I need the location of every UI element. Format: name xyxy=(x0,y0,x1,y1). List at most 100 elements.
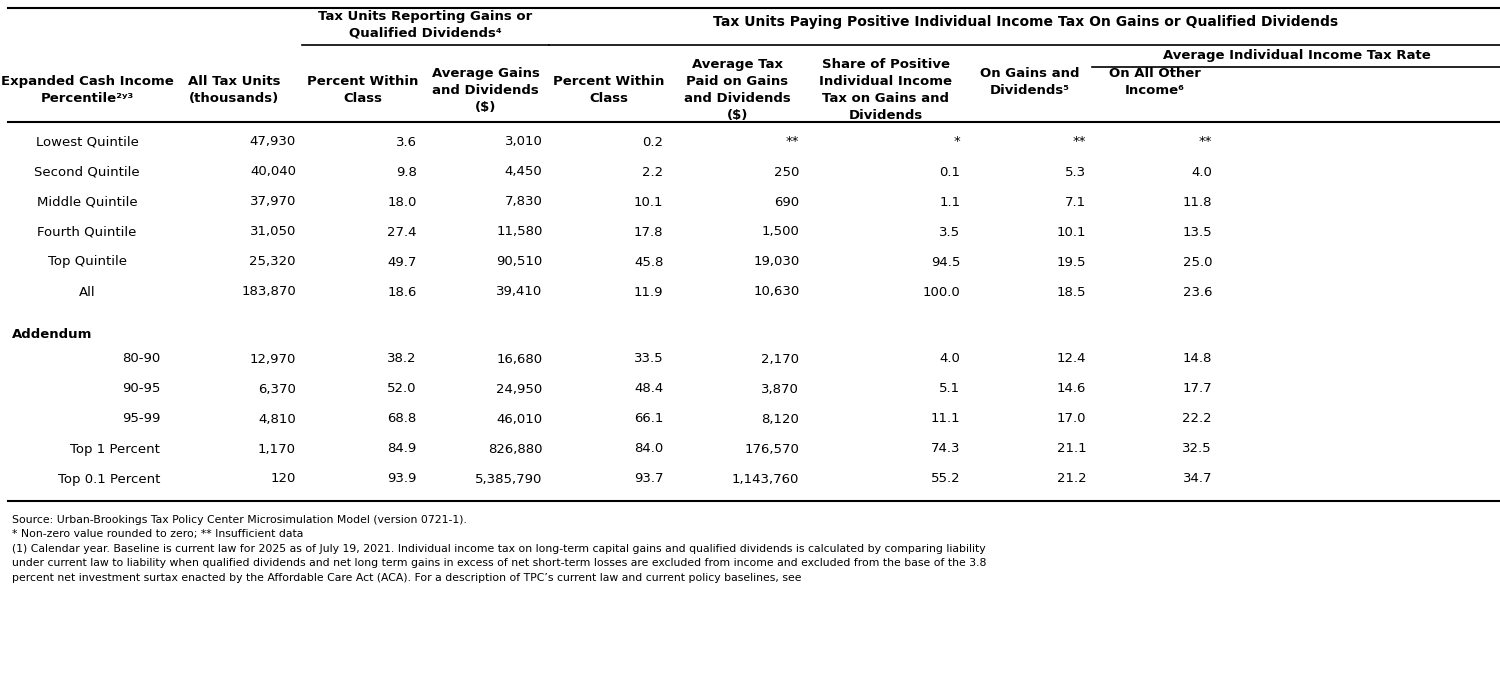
Text: 690: 690 xyxy=(774,195,800,209)
Text: 13.5: 13.5 xyxy=(1182,225,1212,239)
Text: 22.2: 22.2 xyxy=(1182,412,1212,426)
Text: 55.2: 55.2 xyxy=(932,473,960,486)
Text: 34.7: 34.7 xyxy=(1182,473,1212,486)
Text: 95-99: 95-99 xyxy=(122,412,160,426)
Text: 49.7: 49.7 xyxy=(387,256,417,269)
Text: 27.4: 27.4 xyxy=(387,225,417,239)
Text: 18.6: 18.6 xyxy=(387,286,417,298)
Text: All: All xyxy=(80,286,96,298)
Text: 9.8: 9.8 xyxy=(396,165,417,178)
Text: 120: 120 xyxy=(270,473,296,486)
Text: Top 0.1 Percent: Top 0.1 Percent xyxy=(57,473,160,486)
Text: Top Quintile: Top Quintile xyxy=(48,256,126,269)
Text: 4.0: 4.0 xyxy=(939,353,960,365)
Text: 84.0: 84.0 xyxy=(634,442,663,456)
Text: Expanded Cash Income
Percentile²ʸ³: Expanded Cash Income Percentile²ʸ³ xyxy=(0,75,174,105)
Text: 17.7: 17.7 xyxy=(1182,382,1212,396)
Text: Source: Urban-Brookings Tax Policy Center Microsimulation Model (version 0721-1): Source: Urban-Brookings Tax Policy Cente… xyxy=(12,515,466,525)
Text: 21.2: 21.2 xyxy=(1056,473,1086,486)
Text: 19.5: 19.5 xyxy=(1056,256,1086,269)
Text: 12,970: 12,970 xyxy=(249,353,296,365)
Text: Top 1 Percent: Top 1 Percent xyxy=(70,442,160,456)
Text: 8,120: 8,120 xyxy=(762,412,800,426)
Text: *: * xyxy=(954,136,960,148)
Text: Lowest Quintile: Lowest Quintile xyxy=(36,136,138,148)
Text: Average Gains
and Dividends
($): Average Gains and Dividends ($) xyxy=(432,66,540,113)
Text: 23.6: 23.6 xyxy=(1182,286,1212,298)
Text: 5.3: 5.3 xyxy=(1065,165,1086,178)
Text: 21.1: 21.1 xyxy=(1056,442,1086,456)
Text: 1,170: 1,170 xyxy=(258,442,296,456)
Text: Tax Units Reporting Gains or
Qualified Dividends⁴: Tax Units Reporting Gains or Qualified D… xyxy=(318,10,532,40)
Text: 3,870: 3,870 xyxy=(762,382,800,396)
Text: 24,950: 24,950 xyxy=(496,382,543,396)
Text: 4,810: 4,810 xyxy=(258,412,296,426)
Text: Average Tax
Paid on Gains
and Dividends
($): Average Tax Paid on Gains and Dividends … xyxy=(684,58,790,122)
Text: percent net investment surtax enacted by the Affordable Care Act (ACA). For a de: percent net investment surtax enacted by… xyxy=(12,573,801,583)
Text: 17.8: 17.8 xyxy=(634,225,663,239)
Text: 5.1: 5.1 xyxy=(939,382,960,396)
Text: 826,880: 826,880 xyxy=(488,442,543,456)
Text: 46,010: 46,010 xyxy=(496,412,543,426)
Text: 10.1: 10.1 xyxy=(1056,225,1086,239)
Text: **: ** xyxy=(786,136,800,148)
Text: Second Quintile: Second Quintile xyxy=(34,165,140,178)
Text: 18.0: 18.0 xyxy=(387,195,417,209)
Text: 38.2: 38.2 xyxy=(387,353,417,365)
Text: 5,385,790: 5,385,790 xyxy=(476,473,543,486)
Text: 45.8: 45.8 xyxy=(634,256,663,269)
Text: 48.4: 48.4 xyxy=(634,382,663,396)
Text: 4,450: 4,450 xyxy=(506,165,543,178)
Text: On Gains and
Dividends⁵: On Gains and Dividends⁵ xyxy=(980,67,1078,97)
Text: 10,630: 10,630 xyxy=(753,286,800,298)
Text: 39,410: 39,410 xyxy=(496,286,543,298)
Text: Middle Quintile: Middle Quintile xyxy=(38,195,138,209)
Text: 68.8: 68.8 xyxy=(387,412,417,426)
Text: 32.5: 32.5 xyxy=(1182,442,1212,456)
Text: 1,143,760: 1,143,760 xyxy=(732,473,800,486)
Text: 7.1: 7.1 xyxy=(1065,195,1086,209)
Text: 176,570: 176,570 xyxy=(744,442,800,456)
Text: 40,040: 40,040 xyxy=(251,165,296,178)
Text: 0.2: 0.2 xyxy=(642,136,663,148)
Text: All Tax Units
(thousands): All Tax Units (thousands) xyxy=(188,75,280,105)
Text: 16,680: 16,680 xyxy=(496,353,543,365)
Text: Percent Within
Class: Percent Within Class xyxy=(554,75,664,105)
Text: 6,370: 6,370 xyxy=(258,382,296,396)
Text: **: ** xyxy=(1072,136,1086,148)
Text: 3.6: 3.6 xyxy=(396,136,417,148)
Text: 2.2: 2.2 xyxy=(642,165,663,178)
Text: 2,170: 2,170 xyxy=(762,353,800,365)
Text: 17.0: 17.0 xyxy=(1056,412,1086,426)
Text: 80-90: 80-90 xyxy=(122,353,160,365)
Text: under current law to liability when qualified dividends and net long term gains : under current law to liability when qual… xyxy=(12,559,987,568)
Text: * Non-zero value rounded to zero; ** Insufficient data: * Non-zero value rounded to zero; ** Ins… xyxy=(12,529,303,540)
Text: Share of Positive
Individual Income
Tax on Gains and
Dividends: Share of Positive Individual Income Tax … xyxy=(819,58,952,122)
Text: 14.6: 14.6 xyxy=(1058,382,1086,396)
Text: 52.0: 52.0 xyxy=(387,382,417,396)
Text: 7,830: 7,830 xyxy=(504,195,543,209)
Text: 11.1: 11.1 xyxy=(932,412,960,426)
Text: 94.5: 94.5 xyxy=(932,256,960,269)
Text: 4.0: 4.0 xyxy=(1191,165,1212,178)
Text: (1) Calendar year. Baseline is current law for 2025 as of July 19, 2021. Individ: (1) Calendar year. Baseline is current l… xyxy=(12,544,986,554)
Text: 183,870: 183,870 xyxy=(242,286,296,298)
Text: 10.1: 10.1 xyxy=(634,195,663,209)
Text: **: ** xyxy=(1198,136,1212,148)
Text: 90,510: 90,510 xyxy=(496,256,543,269)
Text: 25,320: 25,320 xyxy=(249,256,296,269)
Text: 250: 250 xyxy=(774,165,800,178)
Text: 84.9: 84.9 xyxy=(387,442,417,456)
Text: 90-95: 90-95 xyxy=(122,382,160,396)
Text: Percent Within
Class: Percent Within Class xyxy=(306,75,419,105)
Text: 66.1: 66.1 xyxy=(634,412,663,426)
Text: Average Individual Income Tax Rate: Average Individual Income Tax Rate xyxy=(1164,48,1431,62)
Text: Tax Units Paying Positive Individual Income Tax On Gains or Qualified Dividends: Tax Units Paying Positive Individual Inc… xyxy=(712,15,1338,29)
Text: 37,970: 37,970 xyxy=(249,195,296,209)
Text: 33.5: 33.5 xyxy=(634,353,663,365)
Text: 1,500: 1,500 xyxy=(762,225,800,239)
Text: 93.9: 93.9 xyxy=(387,473,417,486)
Text: 11,580: 11,580 xyxy=(496,225,543,239)
Text: Addendum: Addendum xyxy=(12,328,93,340)
Text: 100.0: 100.0 xyxy=(922,286,960,298)
